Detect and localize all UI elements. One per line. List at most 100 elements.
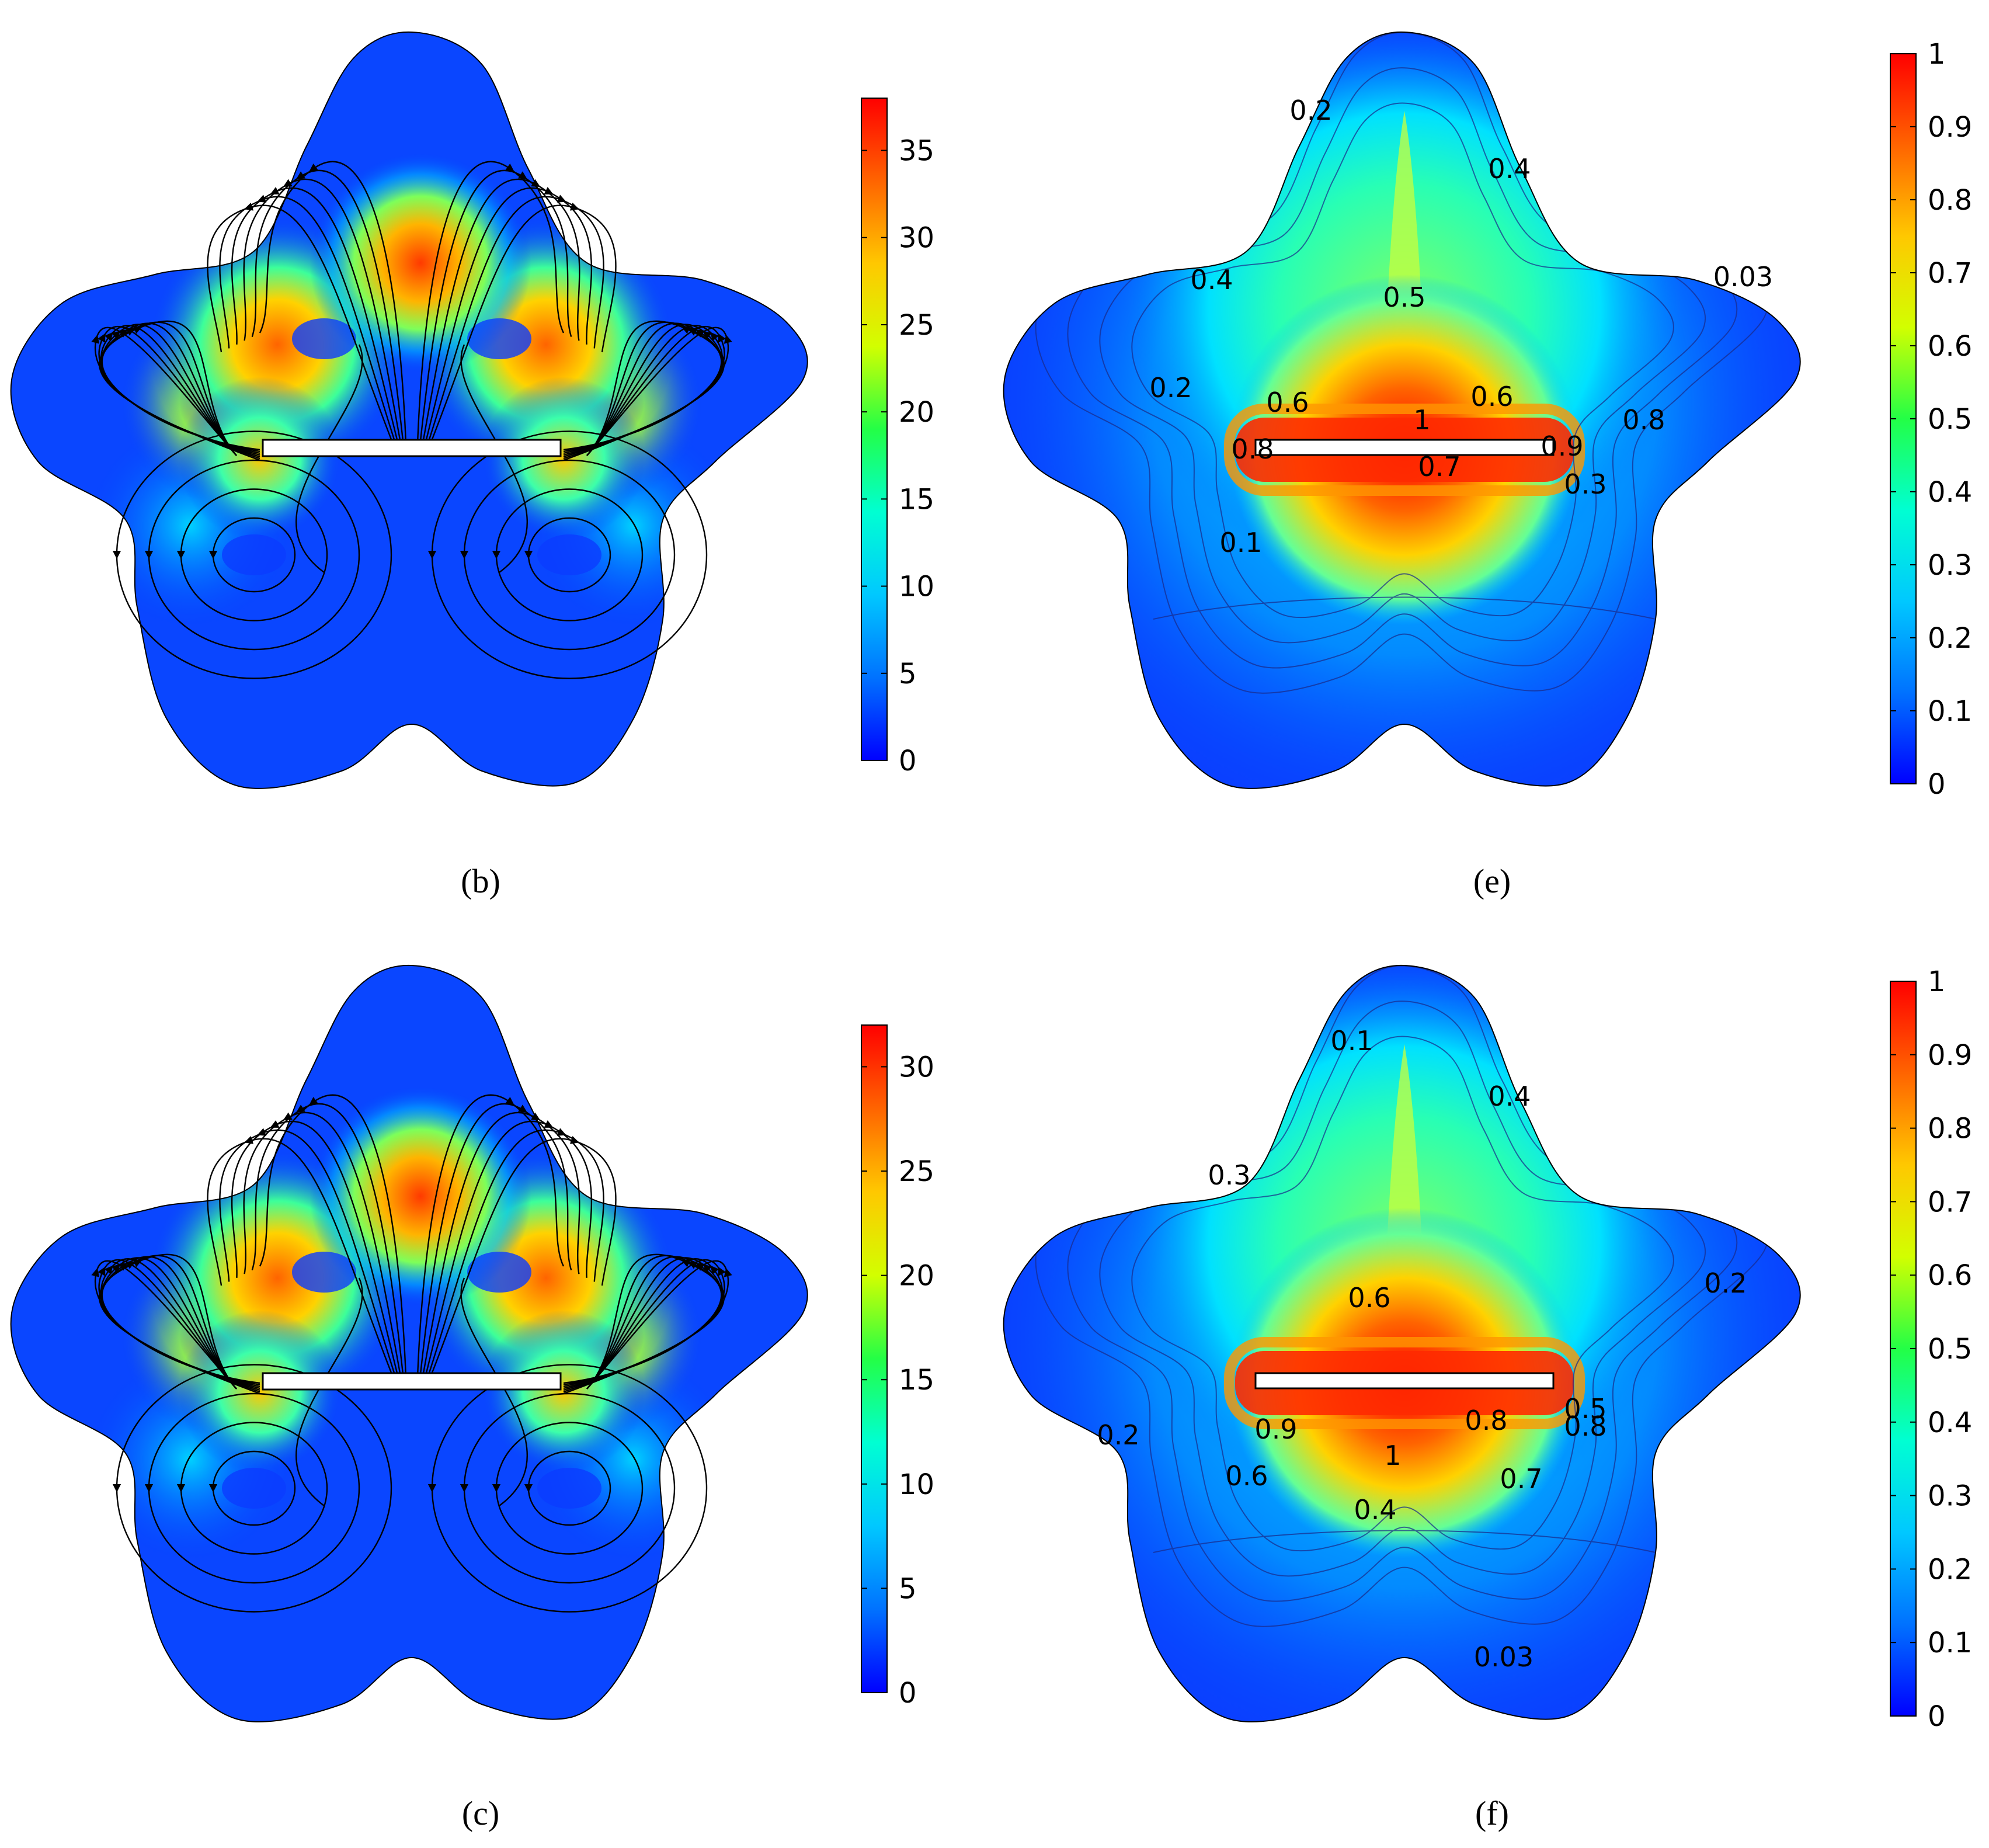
colorbar-tick-label: 0.4 (1928, 476, 1972, 509)
heated-plate (1254, 1372, 1555, 1390)
streamline (427, 1128, 604, 1378)
contour-label: 0.8 (1622, 404, 1665, 436)
streamline (416, 1094, 565, 1378)
streamline (99, 1253, 260, 1395)
colorbar-tick-label: 0.2 (1928, 622, 1972, 655)
streamline (231, 1120, 399, 1378)
panel-caption-b: (b) (461, 862, 500, 900)
contour-line (1131, 1036, 1674, 1552)
streamline (231, 186, 399, 444)
colorbar-tick-label: 30 (899, 1051, 934, 1083)
colorbar-tick-label: 0 (899, 1677, 917, 1710)
contour-label: 0.6 (1348, 1282, 1390, 1314)
vortex-core (537, 1468, 601, 1509)
colorbar-tick-label: 0 (1928, 1700, 1946, 1733)
vortex-core (292, 1252, 356, 1293)
domain-outline (10, 964, 808, 1722)
colorbar-tick-label: 0.1 (1928, 1627, 1972, 1659)
streamline (563, 1253, 725, 1395)
colorbar-tick-label: 30 (899, 222, 934, 255)
heated-plate (262, 1372, 562, 1391)
contour-label: 0.4 (1354, 1494, 1396, 1526)
contour-label: 0.4 (1488, 1081, 1531, 1112)
vortex-core (292, 318, 356, 359)
streamline (429, 1135, 617, 1378)
vortex-core (222, 534, 286, 575)
colorbar-tick-label: 25 (899, 1155, 934, 1188)
heated-plate (262, 439, 562, 457)
colorbar-e: 0 0.1 0.2 0.3 0.4 0.5 0.6 0.7 0.8 0.9 1 (1890, 38, 1972, 801)
panel-c (10, 964, 808, 1722)
contour-label: 0.3 (1208, 1159, 1250, 1191)
streamline (112, 430, 392, 679)
contour-label: 0.8 (1564, 1411, 1606, 1442)
colorbar-tick-label: 10 (899, 571, 934, 603)
streamline (99, 320, 260, 461)
contour-label: 0.8 (1231, 433, 1274, 465)
colorbar-tick-label: 5 (899, 658, 917, 690)
streamline (251, 1103, 404, 1378)
streamline (524, 1450, 611, 1526)
contour-label: 0.1 (1330, 1025, 1373, 1057)
vortex-core (467, 1252, 531, 1293)
concentration-field (1003, 32, 1800, 788)
contour-line (1131, 102, 1674, 619)
streamline (492, 488, 644, 621)
domain-outline (10, 31, 808, 789)
colorbar-tick-label: 0.1 (1928, 695, 1972, 728)
streamlines (91, 1094, 732, 1613)
streamline (176, 1422, 328, 1555)
colorbar-tick-label: 0.5 (1928, 1333, 1972, 1366)
colorbar-tick-label: 0 (1928, 768, 1946, 801)
streamline (427, 194, 604, 444)
streamline (563, 320, 725, 461)
colorbar-tick-label: 0.8 (1928, 1113, 1972, 1145)
colorbar-tick-label: 25 (899, 309, 934, 342)
contour-label: 0.9 (1541, 430, 1583, 462)
streamline (219, 194, 397, 444)
streamline (425, 186, 593, 444)
contour-label: 0.6 (1266, 387, 1309, 418)
colorbar-tick-label: 20 (899, 396, 934, 429)
contour-line (1153, 596, 1656, 620)
contour-label: 1 (1384, 1440, 1401, 1471)
colorbar-tick-label: 35 (899, 135, 934, 168)
streamline (460, 1392, 676, 1584)
contour-label: 1 (1413, 404, 1430, 436)
colorbar-tick-label: 1 (1928, 965, 1946, 998)
streamline (144, 459, 360, 651)
contour-label: 0.3 (1564, 468, 1606, 500)
contour-label: 0.7 (1500, 1463, 1542, 1495)
streamline (219, 1128, 397, 1378)
contour-line (1153, 1530, 1656, 1553)
colorbar-tick-label: 0.6 (1928, 330, 1972, 363)
streamline (419, 169, 572, 444)
colorbar-tick-label: 0.8 (1928, 184, 1972, 217)
colorbar-tick-label: 0 (899, 745, 917, 777)
vortex-core (467, 318, 531, 359)
colorbar-c: 0 5 10 15 20 25 30 (861, 1024, 934, 1710)
contour-label: 0.9 (1254, 1413, 1297, 1445)
streamline (207, 1135, 394, 1378)
contour-label: 0.03 (1713, 261, 1773, 293)
contour-label: 0.4 (1190, 264, 1233, 296)
colorbar-tick-label: 1 (1928, 38, 1946, 71)
colorbar-gradient (861, 1024, 888, 1693)
streamline (422, 178, 580, 444)
streamline (243, 1111, 402, 1378)
streamline (176, 488, 328, 621)
colorbar-tick-label: 0.2 (1928, 1553, 1972, 1586)
streamline (207, 202, 394, 444)
colorbar-tick-label: 5 (899, 1572, 917, 1605)
streamline (429, 202, 617, 444)
contour-label: 0.5 (1564, 1393, 1606, 1425)
contour-label: 0.2 (1149, 372, 1192, 404)
contour-label: 0.6 (1225, 1460, 1268, 1492)
colorbar-tick-label: 0.9 (1928, 1039, 1972, 1072)
streamline (419, 1103, 572, 1378)
contour-label: 0.2 (1704, 1267, 1747, 1299)
colorbar-tick-label: 0.5 (1928, 403, 1972, 436)
contour-label: 0.2 (1289, 95, 1332, 126)
streamline (259, 1094, 407, 1378)
heated-plate (1254, 439, 1555, 456)
